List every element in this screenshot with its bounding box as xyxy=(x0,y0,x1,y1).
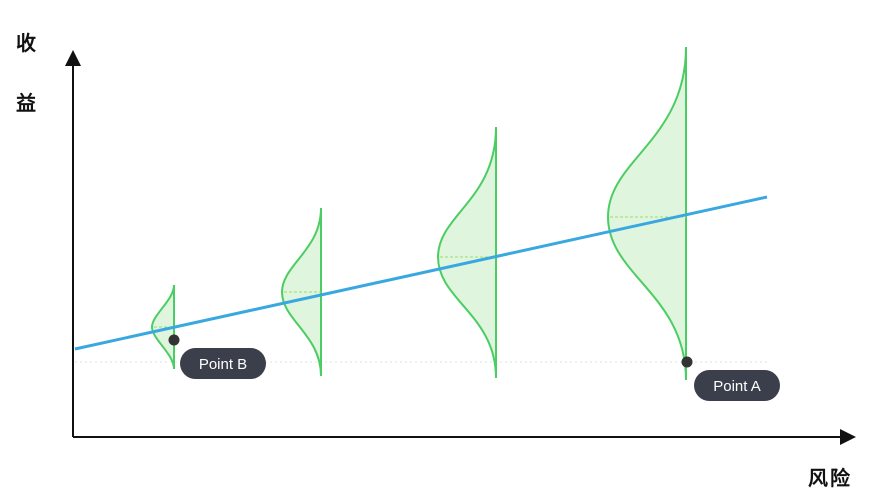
point-b-callout: Point B xyxy=(180,348,266,379)
distribution-curve-4 xyxy=(606,46,687,381)
distribution-fill-1 xyxy=(150,284,175,370)
y-axis-label-char-1: 收 xyxy=(16,31,36,55)
point-b-label: Point B xyxy=(199,356,247,373)
distribution-fill-4 xyxy=(606,46,687,381)
point-a-callout-bg xyxy=(694,370,780,401)
point-a-callout: Point A xyxy=(694,370,780,401)
point-a-marker xyxy=(681,356,693,368)
distribution-curve-3 xyxy=(436,126,497,379)
x-axis-label: 风险 xyxy=(808,466,852,490)
risk-return-trend-line xyxy=(74,195,768,351)
distribution-curve-2 xyxy=(280,207,322,377)
y-axis-label-char-2: 益 xyxy=(16,91,36,115)
point-a-label: Point A xyxy=(713,378,761,395)
point-b-marker xyxy=(168,334,180,346)
distribution-fill-3 xyxy=(436,126,497,379)
point-b-callout-bg xyxy=(180,348,266,379)
